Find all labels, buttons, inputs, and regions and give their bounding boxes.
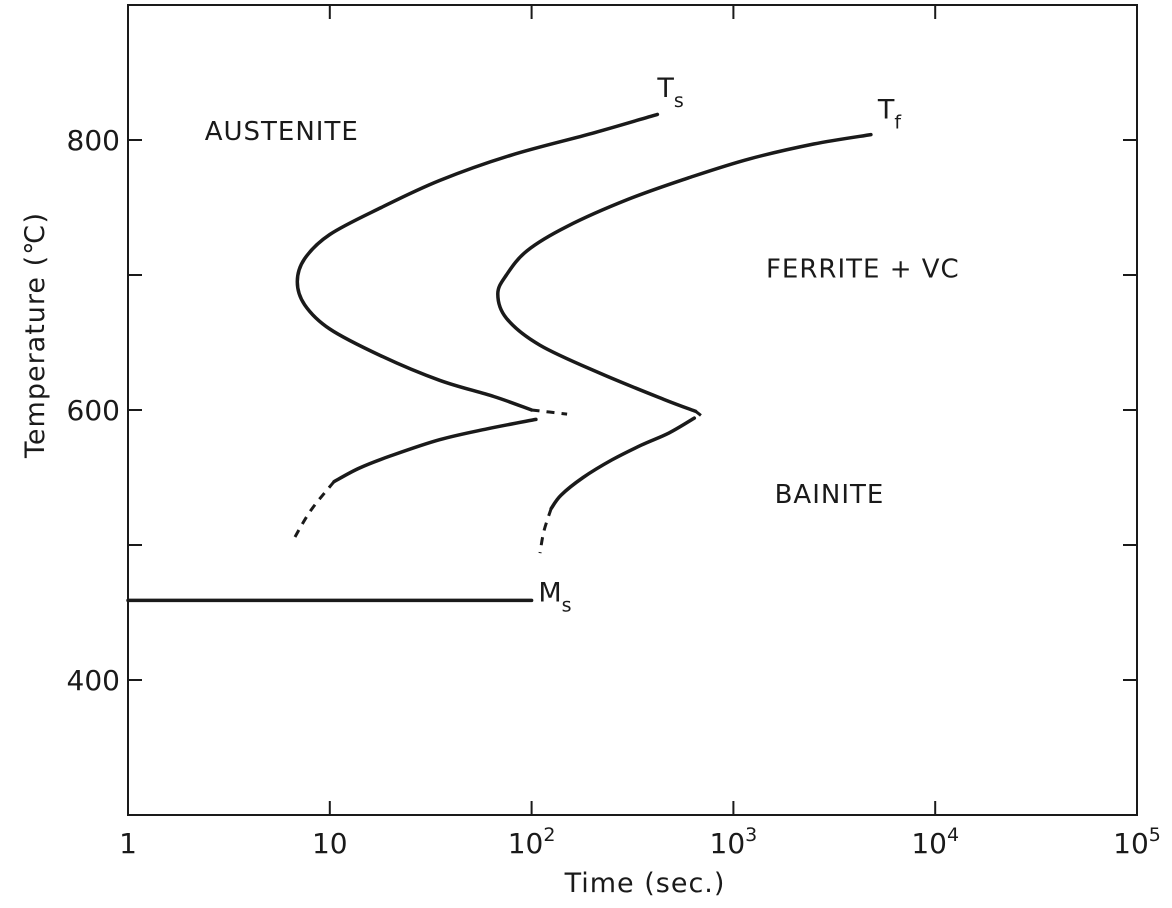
curve-ts-lower-solid xyxy=(332,417,538,484)
curve-tf-dashed xyxy=(694,410,702,417)
x-axis-title: Time (sec.) xyxy=(564,868,726,899)
curve-tf-lower-solid xyxy=(549,416,697,511)
y-axis-title: Temperature (℃) xyxy=(20,212,51,459)
y-tick-label: 400 xyxy=(67,664,120,697)
curve-tf-solid xyxy=(496,132,873,414)
curve-ts-solid xyxy=(295,112,660,412)
region-label: BAINITE xyxy=(775,480,885,510)
x-tick-label: 1 xyxy=(119,827,137,860)
curves xyxy=(126,112,873,603)
x-tick-label: 103 xyxy=(710,824,758,860)
x-tick-label: 102 xyxy=(508,824,556,860)
curve-label-tf: Tf xyxy=(877,94,903,133)
curve-ts-dashed xyxy=(531,408,568,416)
y-tick-label: 800 xyxy=(67,124,120,157)
x-tick-label: 104 xyxy=(911,824,959,860)
labels: AUSTENITE FERRITE + VC BAINITE Ts Tf Ms xyxy=(205,73,960,617)
curve-tf-lower-dashed xyxy=(538,508,553,554)
x-tick-label: 10 xyxy=(312,827,348,860)
region-label: AUSTENITE xyxy=(205,117,359,147)
curve-ts-lower-dashed xyxy=(290,480,336,544)
axis-ticks: 1 10 102 103 104 105 400 600 800 xyxy=(67,5,1161,860)
curve-label-ts: Ts xyxy=(656,73,683,112)
x-tick-label: 105 xyxy=(1113,824,1161,860)
region-label: FERRITE + VC xyxy=(766,255,960,285)
y-tick-label: 600 xyxy=(67,394,120,427)
curve-label-ms: Ms xyxy=(538,578,571,617)
